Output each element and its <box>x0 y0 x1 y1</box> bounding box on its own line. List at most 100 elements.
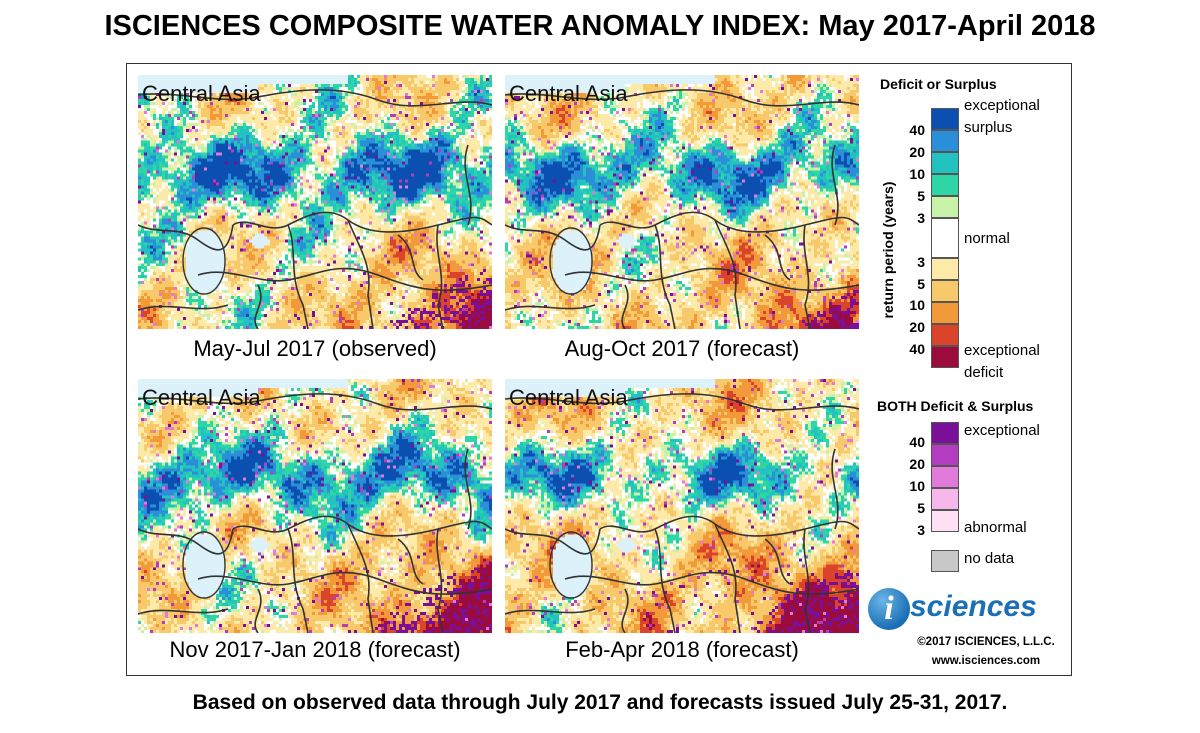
legend-swatch-deficit <box>931 346 959 368</box>
country-border <box>138 608 229 615</box>
legend-number: 10 <box>909 166 925 182</box>
caspian-sea-outline <box>182 531 226 599</box>
country-border <box>347 219 374 329</box>
legend-label-no-data: no data <box>964 550 1015 567</box>
country-border <box>287 224 309 329</box>
country-border <box>197 571 492 595</box>
country-border <box>505 528 601 555</box>
legend-swatch-both <box>931 466 959 488</box>
country-border <box>397 538 424 585</box>
anomaly-raster <box>505 75 859 329</box>
country-border <box>232 211 492 233</box>
legend-axis-label: return period (years) <box>880 181 896 319</box>
legend-swatch-both <box>931 422 959 444</box>
map-panel-nov-2017-jan-2018: Central Asia <box>138 379 492 633</box>
legend-label-abnormal: abnormal <box>964 519 1027 536</box>
legend-swatch-deficit <box>931 324 959 346</box>
anomaly-raster <box>138 379 492 633</box>
country-border <box>138 528 234 555</box>
anomaly-raster <box>505 379 859 633</box>
country-border <box>621 284 629 329</box>
region-label: Central Asia <box>142 385 261 410</box>
map-panel-may-jul-2017: Central Asia <box>138 75 492 329</box>
country-border <box>464 448 472 530</box>
country-border <box>803 528 811 633</box>
country-border <box>714 523 741 633</box>
legend-label-deficit: deficit <box>964 364 1004 381</box>
country-border <box>654 224 676 329</box>
map-panel-aug-oct-2017: Central Asia <box>505 75 859 329</box>
country-border <box>564 267 859 291</box>
legend-swatch-surplus <box>931 174 959 196</box>
country-border <box>831 448 839 530</box>
country-border <box>232 515 492 537</box>
legend-title-both: BOTH Deficit & Surplus <box>877 398 1034 414</box>
panel-caption: May-Jul 2017 (observed) <box>193 336 437 361</box>
isciences-logo: i sciences <box>868 588 1068 632</box>
region-label: Central Asia <box>509 385 628 410</box>
legend-number: 40 <box>909 434 925 450</box>
legend-swatch-normal <box>931 218 959 258</box>
legend-label-surplus: surplus <box>964 119 1013 136</box>
country-border <box>505 304 596 311</box>
legend-swatch-no-data <box>931 550 959 572</box>
country-border <box>254 588 262 633</box>
country-border <box>831 144 839 226</box>
legend-label-exceptional-surplus: exceptional <box>964 97 1040 114</box>
country-border <box>138 304 229 311</box>
caspian-sea-outline <box>549 227 593 295</box>
legend-number: 40 <box>909 341 925 357</box>
country-border <box>287 528 309 633</box>
country-border <box>254 284 262 329</box>
country-border <box>654 528 676 633</box>
legend-number: 3 <box>917 254 925 270</box>
region-label: Central Asia <box>142 81 261 106</box>
country-border <box>621 588 629 633</box>
legend-number: 5 <box>917 500 925 516</box>
legend-number: 20 <box>909 144 925 160</box>
borders-overlay <box>138 89 492 329</box>
anomaly-raster <box>138 75 492 329</box>
country-border <box>803 224 811 329</box>
country-border <box>505 608 596 615</box>
legend-swatch-both <box>931 444 959 466</box>
country-border <box>764 234 791 281</box>
country-border <box>464 144 472 226</box>
legend-swatch-both <box>931 488 959 510</box>
legend-number: 5 <box>917 276 925 292</box>
legend-swatch-deficit <box>931 258 959 280</box>
country-border <box>347 523 374 633</box>
country-border <box>764 538 791 585</box>
legend-number: 10 <box>909 478 925 494</box>
region-label: Central Asia <box>509 81 628 106</box>
country-border <box>436 528 444 633</box>
legend-number: 40 <box>909 122 925 138</box>
legend-label-exceptional-deficit: exceptional <box>964 342 1040 359</box>
legend-swatch-surplus <box>931 196 959 218</box>
country-border <box>197 267 492 291</box>
legend-label-both-exceptional: exceptional <box>964 422 1040 439</box>
figure-frame <box>126 63 1072 676</box>
legend-label-normal: normal <box>964 230 1010 247</box>
logo-text: sciences <box>910 590 1037 623</box>
legend-swatch-deficit <box>931 302 959 324</box>
country-border <box>436 224 444 329</box>
country-border <box>505 224 601 251</box>
caspian-sea-outline <box>549 531 593 599</box>
legend-swatch-surplus <box>931 152 959 174</box>
country-border <box>564 571 859 595</box>
website: www.isciences.com <box>931 655 1041 667</box>
legend-number: 20 <box>909 319 925 335</box>
borders-overlay <box>505 89 859 329</box>
country-border <box>138 89 492 107</box>
panel-caption: Feb-Apr 2018 (forecast) <box>565 637 799 662</box>
country-border <box>505 89 859 107</box>
country-border <box>138 224 234 251</box>
legend-number: 10 <box>909 297 925 313</box>
legend-number: 3 <box>917 522 925 538</box>
country-border <box>599 515 859 537</box>
panel-caption: Aug-Oct 2017 (forecast) <box>564 336 800 361</box>
legend-number: 5 <box>917 188 925 204</box>
logo-i-icon: i <box>868 588 910 630</box>
country-border <box>599 211 859 233</box>
